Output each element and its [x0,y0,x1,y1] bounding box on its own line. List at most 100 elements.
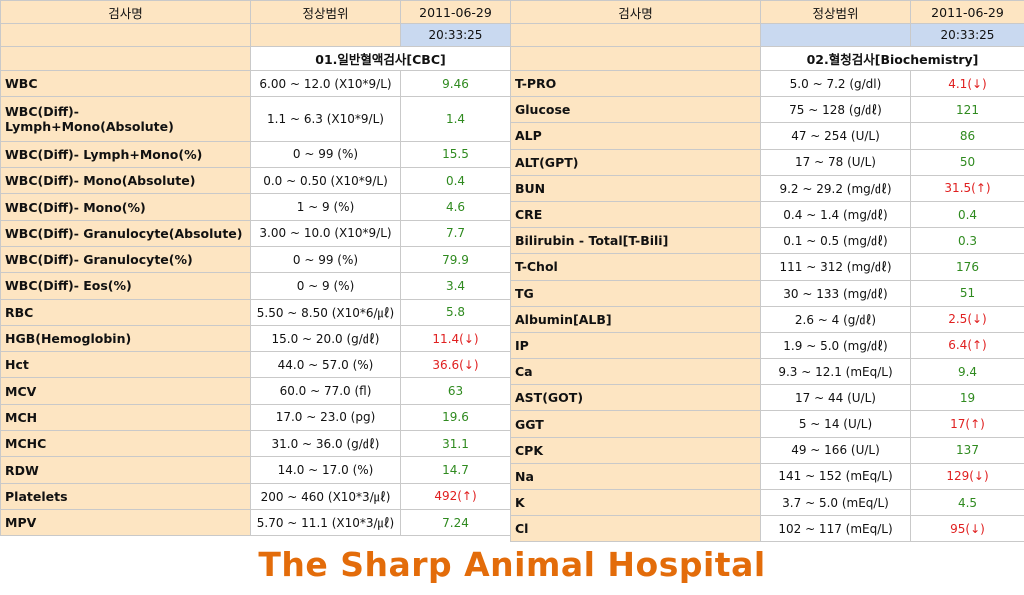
normal-range: 60.0 ~ 77.0 (fl) [250,377,401,405]
test-name: ALP [510,122,761,150]
normal-range: 1.1 ~ 6.3 (X10*9/L) [250,96,401,142]
result-value: 176 [910,253,1024,281]
table-row: Glucose 75 ~ 128 (g/㎗) 121 [510,96,1024,124]
result-value: 7.24 [400,508,511,537]
test-name: MCHC [0,430,251,458]
result-value: 86 [910,122,1024,150]
header-row: 검사명 정상범위 2011-06-29 [510,0,1024,24]
result-value: 95(↓) [910,515,1024,543]
col-header-normal-range: 정상범위 [250,0,401,24]
result-value: 36.6(↓) [400,351,511,379]
test-name: AST(GOT) [510,384,761,412]
table-row: ALT(GPT) 17 ~ 78 (U/L) 50 [510,148,1024,176]
test-name: IP [510,331,761,360]
normal-range: 0.4 ~ 1.4 (mg/㎗) [760,200,911,229]
test-name: T-PRO [510,69,761,98]
normal-range: 5.50 ~ 8.50 (X10*6/㎕) [250,298,401,326]
test-name: RBC [0,298,251,326]
result-value: 9.46 [400,69,511,98]
result-value: 50 [910,148,1024,176]
test-time: 20:33:25 [400,23,511,47]
normal-range: 0 ~ 9 (%) [250,272,401,300]
result-value: 4.5 [910,488,1024,517]
test-name: WBC(Diff)- Mono(Absolute) [0,167,251,195]
normal-range: 31.0 ~ 36.0 (g/㎗) [250,430,401,458]
table-row: Ca 9.3 ~ 12.1 (mEq/L) 9.4 [510,358,1024,386]
normal-range: 1.9 ~ 5.0 (mg/㎗) [760,331,911,360]
table-row: MCH 17.0 ~ 23.0 (pg) 19.6 [0,403,511,432]
normal-range: 30 ~ 133 (mg/㎗) [760,279,911,307]
result-value: 31.5(↑) [910,174,1024,202]
table-row: IP 1.9 ~ 5.0 (mg/㎗) 6.4(↑) [510,331,1024,360]
result-value: 14.7 [400,456,511,484]
test-name: TG [510,279,761,307]
result-value: 0.3 [910,227,1024,255]
table-row: WBC(Diff)- Mono(%) 1 ~ 9 (%) 4.6 [0,193,511,221]
test-name: HGB(Hemoglobin) [0,324,251,353]
table-row: AST(GOT) 17 ~ 44 (U/L) 19 [510,384,1024,412]
table-row: T-PRO 5.0 ~ 7.2 (g/dl) 4.1(↓) [510,69,1024,98]
normal-range: 17 ~ 78 (U/L) [760,148,911,176]
result-value: 3.4 [400,272,511,300]
result-value: 0.4 [400,167,511,195]
normal-range: 47 ~ 254 (U/L) [760,122,911,150]
test-name: K [510,488,761,517]
cbc-table: 검사명 정상범위 2011-06-29 20:33:25 01.일반혈액검사[C… [0,0,511,537]
result-value: 121 [910,96,1024,124]
normal-range: 17 ~ 44 (U/L) [760,384,911,412]
table-row: ALP 47 ~ 254 (U/L) 86 [510,122,1024,150]
normal-range: 75 ~ 128 (g/㎗) [760,96,911,124]
result-value: 1.4 [400,96,511,142]
time-row: 20:33:25 [510,23,1024,47]
result-value: 4.6 [400,193,511,221]
result-value: 492(↑) [400,482,511,510]
normal-range: 102 ~ 117 (mEq/L) [760,515,911,543]
test-name: MCV [0,377,251,405]
header-row: 검사명 정상범위 2011-06-29 [0,0,511,24]
result-value: 9.4 [910,358,1024,386]
normal-range: 9.3 ~ 12.1 (mEq/L) [760,358,911,386]
normal-range: 15.0 ~ 20.0 (g/㎗) [250,324,401,353]
test-name: WBC(Diff)- Eos(%) [0,272,251,300]
section-title: 02.혈청검사[Biochemistry] [760,46,1024,71]
table-row: Platelets 200 ~ 460 (X10*3/㎕) 492(↑) [0,482,511,510]
result-value: 0.4 [910,200,1024,229]
hospital-name: The Sharp Animal Hospital [258,545,766,584]
result-value: 51 [910,279,1024,307]
test-name: Na [510,462,761,491]
result-value: 15.5 [400,140,511,169]
table-row: Cl 102 ~ 117 (mEq/L) 95(↓) [510,515,1024,543]
test-name: Platelets [0,482,251,510]
time-row: 20:33:25 [0,23,511,47]
cbc-table-body: 검사명 정상범위 2011-06-29 20:33:25 01.일반혈액검사[C… [0,0,511,537]
normal-range: 2.6 ~ 4 (g/㎗) [760,305,911,333]
normal-range: 49 ~ 166 (U/L) [760,436,911,464]
time-row-spacer [250,23,401,47]
normal-range: 5.70 ~ 11.1 (X10*3/㎕) [250,508,401,537]
table-row: HGB(Hemoglobin) 15.0 ~ 20.0 (g/㎗) 11.4(↓) [0,324,511,353]
section-title: 01.일반혈액검사[CBC] [250,46,511,71]
test-name: Cl [510,515,761,543]
section-row-spacer [510,46,761,71]
table-row: Albumin[ALB] 2.6 ~ 4 (g/㎗) 2.5(↓) [510,305,1024,333]
col-header-test-name: 검사명 [0,0,251,24]
test-name: Glucose [510,96,761,124]
normal-range: 1 ~ 9 (%) [250,193,401,221]
table-row: MCV 60.0 ~ 77.0 (fl) 63 [0,377,511,405]
normal-range: 0 ~ 99 (%) [250,140,401,169]
normal-range: 5 ~ 14 (U/L) [760,410,911,438]
test-name: WBC(Diff)- Lymph+Mono(%) [0,140,251,169]
table-row: BUN 9.2 ~ 29.2 (mg/㎗) 31.5(↑) [510,174,1024,202]
table-row: WBC(Diff)- Eos(%) 0 ~ 9 (%) 3.4 [0,272,511,300]
test-name: WBC(Diff)- Mono(%) [0,193,251,221]
result-value: 31.1 [400,430,511,458]
result-value: 2.5(↓) [910,305,1024,333]
test-name: ALT(GPT) [510,148,761,176]
normal-range: 5.0 ~ 7.2 (g/dl) [760,69,911,98]
result-value: 5.8 [400,298,511,326]
result-value: 19 [910,384,1024,412]
result-value: 6.4(↑) [910,331,1024,360]
result-value: 19.6 [400,403,511,432]
table-row: WBC(Diff)- Granulocyte(%) 0 ~ 99 (%) 79.9 [0,245,511,274]
test-name: CRE [510,200,761,229]
